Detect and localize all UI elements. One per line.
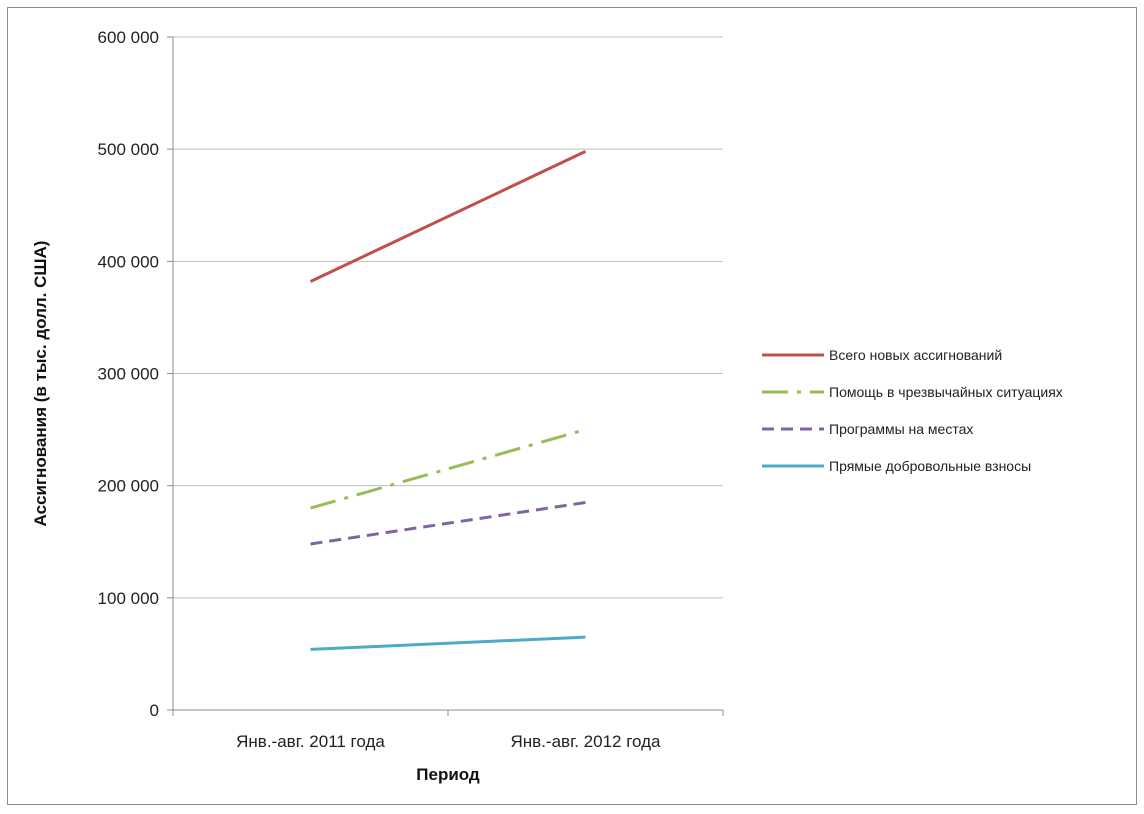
x-tick-label: Янв.-авг. 2012 года: [511, 732, 662, 751]
y-tick-label: 100 000: [98, 589, 159, 608]
axes: [172, 37, 724, 716]
y-tick-label: 600 000: [98, 28, 159, 47]
series-line: [310, 428, 586, 510]
y-tick-label: 500 000: [98, 140, 159, 159]
series-line: [310, 501, 586, 546]
x-tick-label: Янв.-авг. 2011 года: [236, 732, 385, 751]
x-tick-labels: Янв.-авг. 2011 года Янв.-авг. 2012 года: [236, 732, 661, 751]
y-tick-label: 300 000: [98, 365, 159, 384]
legend: Всего новых ассигнований Помощь в чрезвыч…: [762, 347, 1063, 474]
legend-label: Программы на местах: [829, 421, 973, 437]
y-axis-title: Ассигнования (в тыс. долл. США): [31, 241, 50, 527]
series-line: [310, 635, 586, 651]
legend-label: Прямые добровольные взносы: [829, 458, 1031, 474]
chart-frame: [7, 7, 1137, 805]
x-axis-title: Период: [416, 765, 480, 784]
legend-label: Всего новых ассигнований: [829, 347, 1002, 363]
y-tick-label: 200 000: [98, 477, 159, 496]
y-tick-labels: 0 100 000 200 000 300 000 400 000 500 000 600 …: [98, 28, 159, 720]
y-tick-label: 400 000: [98, 252, 159, 271]
gridlines: [167, 36, 723, 711]
series-lines: [309, 150, 587, 651]
series-line: [309, 150, 587, 283]
legend-label: Помощь в чрезвычайных ситуациях: [829, 384, 1063, 400]
y-tick-label: 0: [150, 701, 159, 720]
